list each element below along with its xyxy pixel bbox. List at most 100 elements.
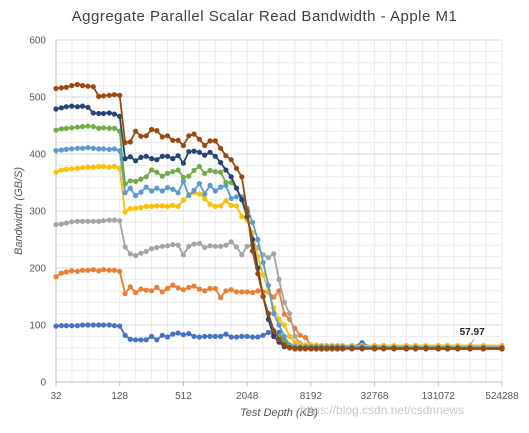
annotation-label: 57.97 (460, 327, 485, 338)
data-point (143, 133, 149, 139)
data-point (186, 243, 192, 249)
data-point (63, 146, 69, 152)
data-point (90, 322, 96, 328)
data-point (85, 267, 91, 273)
data-point (85, 83, 91, 89)
data-point (127, 336, 133, 342)
data-point (233, 194, 240, 200)
data-point (111, 125, 117, 131)
data-point (281, 333, 287, 339)
data-point (159, 173, 165, 179)
data-point (111, 92, 117, 98)
data-point (96, 146, 102, 152)
data-point (143, 248, 149, 255)
data-point (58, 167, 64, 173)
data-point (207, 285, 213, 292)
data-point (106, 125, 112, 131)
data-point (212, 333, 218, 339)
data-point (90, 110, 96, 116)
data-point (74, 81, 80, 88)
data-point (391, 346, 397, 352)
data-point (191, 333, 197, 339)
data-point (154, 337, 160, 343)
data-point (79, 267, 86, 273)
data-point (381, 346, 387, 352)
data-point (444, 346, 451, 352)
data-point (249, 334, 256, 340)
data-point (106, 92, 112, 98)
data-point (149, 333, 155, 339)
data-point (180, 287, 186, 293)
data-point (69, 103, 75, 109)
data-point (63, 220, 69, 226)
data-point (79, 322, 86, 328)
data-point (170, 137, 176, 143)
data-point (223, 198, 229, 204)
data-point (85, 218, 91, 224)
data-point (100, 218, 107, 224)
data-point (218, 243, 224, 249)
data-point (100, 125, 107, 131)
data-point (63, 84, 69, 90)
data-point (202, 142, 208, 149)
data-point (127, 154, 133, 160)
data-point (74, 124, 80, 130)
data-point (122, 332, 128, 338)
data-point (96, 218, 102, 224)
data-point (138, 286, 144, 292)
data-point (372, 346, 378, 352)
data-point (100, 110, 107, 117)
data-point (159, 332, 165, 338)
data-point (403, 346, 409, 352)
data-point (239, 197, 245, 203)
data-point (302, 334, 309, 341)
data-point (207, 167, 213, 174)
data-point (117, 92, 123, 98)
data-point (175, 167, 181, 173)
data-point (122, 244, 128, 250)
data-point (127, 206, 133, 212)
data-point (69, 323, 75, 329)
data-point (122, 209, 128, 215)
data-point (133, 178, 139, 184)
data-point (202, 244, 208, 251)
data-point (233, 185, 240, 191)
data-point (122, 190, 128, 196)
data-point (143, 203, 149, 209)
series-8 (53, 81, 505, 352)
data-point (69, 219, 75, 225)
data-point (53, 222, 59, 228)
data-point (265, 255, 271, 261)
data-point (207, 182, 213, 188)
data-point (74, 104, 80, 110)
data-point (207, 138, 213, 144)
data-point (175, 153, 181, 159)
axes: 0 100 200 300 400 500 600 32 128 512 2048 8192 32768… (29, 36, 519, 403)
data-point (149, 288, 155, 294)
data-point (249, 248, 256, 254)
data-point (159, 134, 165, 140)
data-point (138, 205, 144, 211)
data-point (186, 133, 192, 139)
data-point (292, 346, 298, 352)
data-point (58, 270, 64, 276)
data-point (202, 170, 208, 176)
x-tick-label: 8192 (300, 391, 323, 402)
data-point (111, 323, 117, 329)
data-point (85, 145, 91, 151)
data-point (218, 203, 224, 209)
data-point (244, 289, 250, 295)
data-point (340, 346, 346, 352)
data-point (260, 293, 266, 300)
data-point (138, 337, 144, 343)
data-point (133, 193, 139, 199)
data-point (423, 346, 429, 352)
data-point (413, 346, 419, 352)
data-point (96, 110, 102, 117)
data-point (149, 188, 155, 194)
data-point (159, 203, 165, 209)
data-point (149, 126, 155, 133)
data-point (58, 85, 64, 91)
data-point (164, 285, 171, 292)
data-point (228, 195, 234, 202)
